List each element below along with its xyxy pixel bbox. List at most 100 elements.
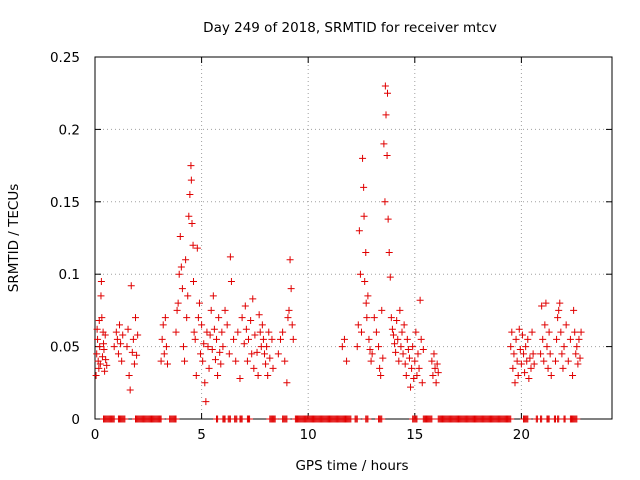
data-point xyxy=(287,285,295,293)
data-point xyxy=(260,350,268,358)
data-point xyxy=(418,379,426,387)
data-point xyxy=(522,343,530,351)
data-point xyxy=(413,372,421,380)
data-point xyxy=(359,154,367,162)
x-tick-label: 5 xyxy=(197,427,206,443)
data-point xyxy=(181,357,189,365)
data-point xyxy=(362,299,370,307)
data-point xyxy=(172,328,180,336)
data-point xyxy=(379,354,387,362)
data-point xyxy=(430,350,438,358)
data-point xyxy=(370,314,378,322)
data-point xyxy=(93,350,101,358)
data-point xyxy=(271,415,279,423)
data-point xyxy=(189,241,197,249)
data-point xyxy=(206,331,214,339)
data-point xyxy=(163,360,171,368)
data-point xyxy=(208,345,216,353)
data-point xyxy=(127,282,135,290)
data-point xyxy=(541,321,549,329)
data-point xyxy=(288,321,296,329)
data-point xyxy=(176,233,184,241)
data-point xyxy=(157,415,165,423)
data-point xyxy=(414,350,422,358)
data-point xyxy=(356,270,364,278)
data-point xyxy=(367,357,375,365)
y-tick-label: 0.25 xyxy=(50,50,80,66)
data-point xyxy=(262,360,270,368)
data-point xyxy=(405,354,413,362)
data-point xyxy=(191,335,199,343)
data-point xyxy=(508,328,516,336)
data-point xyxy=(234,328,242,336)
data-point xyxy=(94,335,102,343)
data-point xyxy=(537,350,545,358)
data-point xyxy=(355,227,363,235)
data-point xyxy=(381,198,389,206)
data-point xyxy=(209,292,217,300)
data-point xyxy=(281,357,289,365)
data-point xyxy=(204,343,212,351)
data-point xyxy=(242,325,250,333)
data-point xyxy=(377,372,385,380)
data-point xyxy=(381,82,389,90)
data-point xyxy=(276,335,284,343)
data-point xyxy=(559,364,567,372)
data-point xyxy=(376,364,384,372)
data-point xyxy=(93,325,101,333)
data-point xyxy=(240,340,248,348)
data-point xyxy=(515,325,523,333)
data-point xyxy=(417,335,425,343)
data-point xyxy=(378,415,386,423)
x-tick-label: 0 xyxy=(91,427,100,443)
data-point xyxy=(526,354,534,362)
data-point xyxy=(162,343,170,351)
data-point xyxy=(114,350,122,358)
data-point xyxy=(507,415,515,423)
data-point xyxy=(207,306,215,314)
data-point xyxy=(223,321,231,329)
data-point xyxy=(520,350,528,358)
data-point xyxy=(398,328,406,336)
data-point xyxy=(386,273,394,281)
data-point xyxy=(552,357,560,365)
data-point xyxy=(187,162,195,170)
data-point xyxy=(193,244,201,252)
data-point xyxy=(562,321,570,329)
data-point xyxy=(200,340,208,348)
data-point xyxy=(354,321,362,329)
data-point xyxy=(569,372,577,380)
data-point xyxy=(574,360,582,368)
data-point xyxy=(283,415,291,423)
data-point xyxy=(283,379,291,387)
data-point xyxy=(360,183,368,191)
data-point xyxy=(353,415,361,423)
data-point xyxy=(540,357,548,365)
data-point xyxy=(219,343,227,351)
data-point xyxy=(134,331,142,339)
data-point xyxy=(251,331,259,339)
data-point xyxy=(160,350,168,358)
data-point xyxy=(269,364,277,372)
data-point xyxy=(213,335,221,343)
data-point xyxy=(570,306,578,314)
data-point xyxy=(133,351,141,359)
data-point xyxy=(554,314,562,322)
data-point xyxy=(186,191,194,199)
data-point xyxy=(525,374,533,382)
data-point xyxy=(214,372,222,380)
data-point xyxy=(100,345,108,353)
data-point xyxy=(173,306,181,314)
data-point xyxy=(382,111,390,119)
data-point xyxy=(432,379,440,387)
data-point xyxy=(174,299,182,307)
data-point xyxy=(161,314,169,322)
data-point xyxy=(545,328,553,336)
data-point xyxy=(413,415,421,423)
data-point xyxy=(517,360,525,368)
data-point xyxy=(415,364,423,372)
data-point xyxy=(385,248,393,256)
data-point xyxy=(514,372,522,380)
data-point xyxy=(263,343,271,351)
data-point xyxy=(512,335,520,343)
